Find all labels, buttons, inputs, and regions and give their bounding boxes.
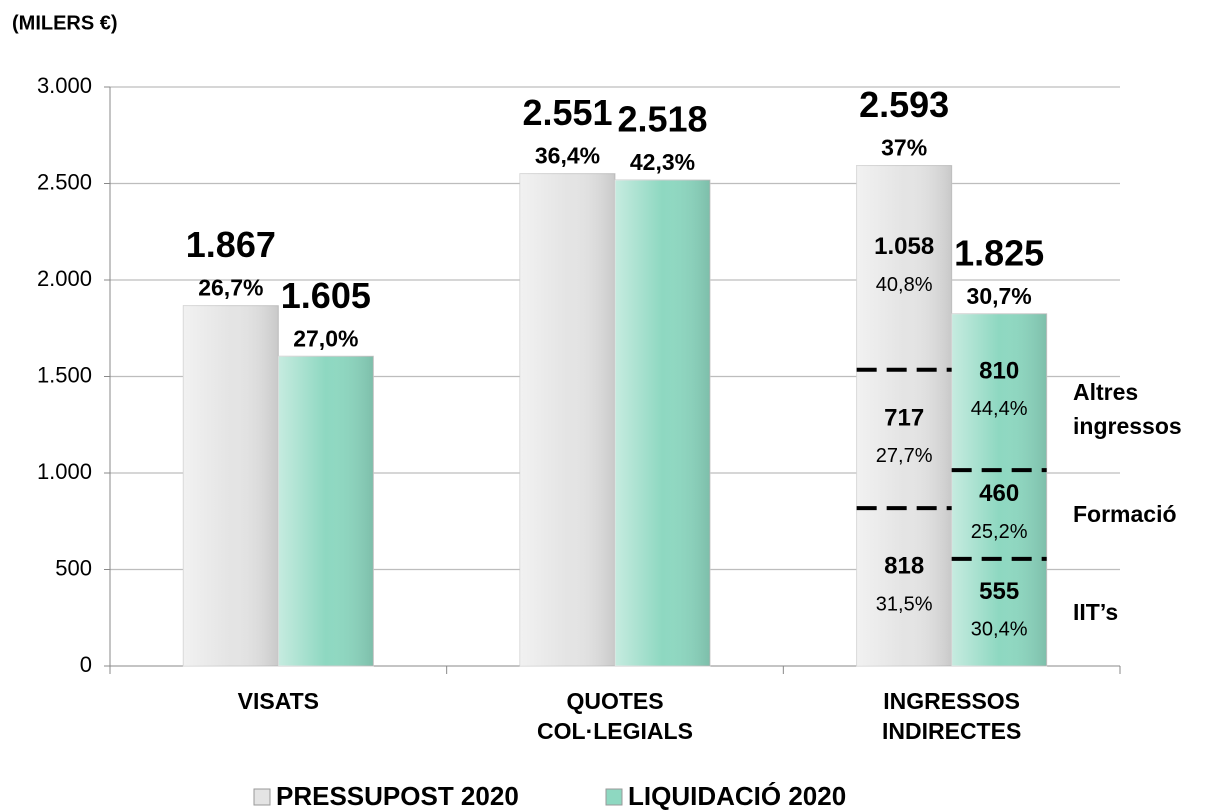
y-tick-label: 2.500 bbox=[37, 169, 92, 194]
segment-name: Altres ingressos bbox=[1073, 378, 1182, 439]
share-label: 26,7% bbox=[198, 275, 263, 301]
segment-share-label: 30,4% bbox=[971, 619, 1028, 641]
value-label: 1.867 bbox=[186, 224, 276, 265]
share-label: 36,4% bbox=[535, 143, 600, 169]
segment-value-label: 717 bbox=[884, 404, 924, 431]
segment-name: IIT’s bbox=[1073, 599, 1119, 626]
segment-value-label: 555 bbox=[979, 578, 1019, 605]
x-tick-label: VISATS bbox=[237, 688, 320, 714]
legend-swatch bbox=[253, 788, 271, 806]
segment-value-label: 818 bbox=[884, 552, 924, 579]
legend-label: PRESSUPOST 2020 bbox=[276, 781, 519, 811]
bar-shade bbox=[951, 313, 1047, 666]
share-label: 27,0% bbox=[293, 325, 358, 351]
y-tick-label: 2.000 bbox=[37, 266, 92, 291]
x-tick-label: QUOTES COL·LEGIALS bbox=[537, 688, 693, 744]
unit-label: (MILERS €) bbox=[12, 12, 118, 34]
y-tick-label: 500 bbox=[55, 555, 92, 580]
bar-shade bbox=[856, 165, 952, 666]
legend-swatch bbox=[605, 788, 623, 806]
y-tick-label: 1.000 bbox=[37, 459, 92, 484]
segment-value-label: 1.058 bbox=[874, 233, 934, 260]
y-tick-label: 0 bbox=[80, 652, 92, 677]
share-label: 42,3% bbox=[630, 149, 695, 175]
x-tick-label: INGRESSOS INDIRECTES bbox=[882, 688, 1022, 744]
y-tick-label: 1.500 bbox=[37, 362, 92, 387]
value-label: 1.825 bbox=[954, 232, 1044, 273]
bar-shade bbox=[615, 180, 710, 666]
share-label: 30,7% bbox=[967, 283, 1032, 309]
value-label: 2.518 bbox=[617, 99, 707, 140]
segment-share-label: 31,5% bbox=[876, 593, 933, 615]
bar-shade bbox=[520, 173, 615, 667]
segment-share-label: 27,7% bbox=[876, 445, 933, 467]
value-label: 1.605 bbox=[281, 275, 371, 316]
y-tick-label: 3.000 bbox=[37, 73, 92, 98]
segment-name: Formació bbox=[1073, 501, 1177, 528]
bar-shade bbox=[183, 305, 279, 666]
segment-share-label: 40,8% bbox=[876, 274, 933, 296]
legend-label: LIQUIDACIÓ 2020 bbox=[628, 781, 846, 811]
segment-share-label: 25,2% bbox=[971, 521, 1028, 543]
value-label: 2.551 bbox=[522, 92, 612, 133]
segment-value-label: 460 bbox=[979, 480, 1019, 507]
value-label: 2.593 bbox=[859, 84, 949, 125]
bar-shade bbox=[278, 356, 374, 666]
share-label: 37% bbox=[881, 135, 927, 161]
segment-share-label: 44,4% bbox=[971, 398, 1028, 420]
segment-value-label: 810 bbox=[979, 357, 1019, 384]
